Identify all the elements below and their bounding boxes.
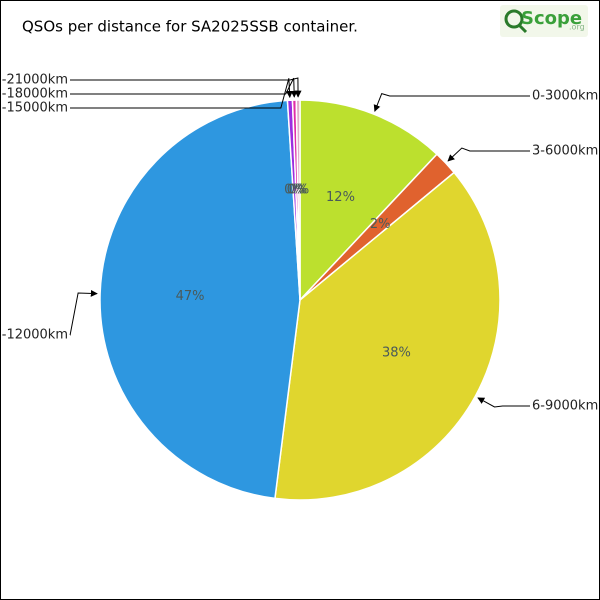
slice-label: -21000km [2,73,68,88]
slice-percent: 0% [284,183,305,198]
slice-label: 3-6000km [532,144,598,159]
chart-title: QSOs per distance for SA2025SSB containe… [22,18,358,36]
leader-line [447,147,530,162]
slice-percent: 47% [176,289,205,304]
slice-percent: 38% [382,345,411,360]
pie-slice [274,171,501,501]
slice-label: -15000km [2,101,68,116]
slice-label: 6-9000km [532,399,598,414]
leader-line [69,289,98,336]
slice-percent: 0% [287,183,308,198]
logo-text: Scope [521,8,582,29]
slice-percent: 2% [370,217,391,232]
logo: Scope .org [500,5,588,37]
leader-line [373,92,530,112]
slice-label: -18000km [2,87,68,102]
logo-icon [504,9,524,29]
slice-label: -12000km [2,328,68,343]
slice-label: 0-3000km [532,89,598,104]
logo-suffix: .org [569,23,585,32]
slice-percent: 12% [326,190,355,205]
pie-slice [299,99,438,302]
leader-line [477,397,530,408]
slice-percent: 0% [289,183,310,198]
pie-slice [295,99,301,301]
logo-icon [517,23,528,34]
leader-line [70,77,302,98]
pie-slice [99,99,301,500]
leader-line [70,77,298,98]
